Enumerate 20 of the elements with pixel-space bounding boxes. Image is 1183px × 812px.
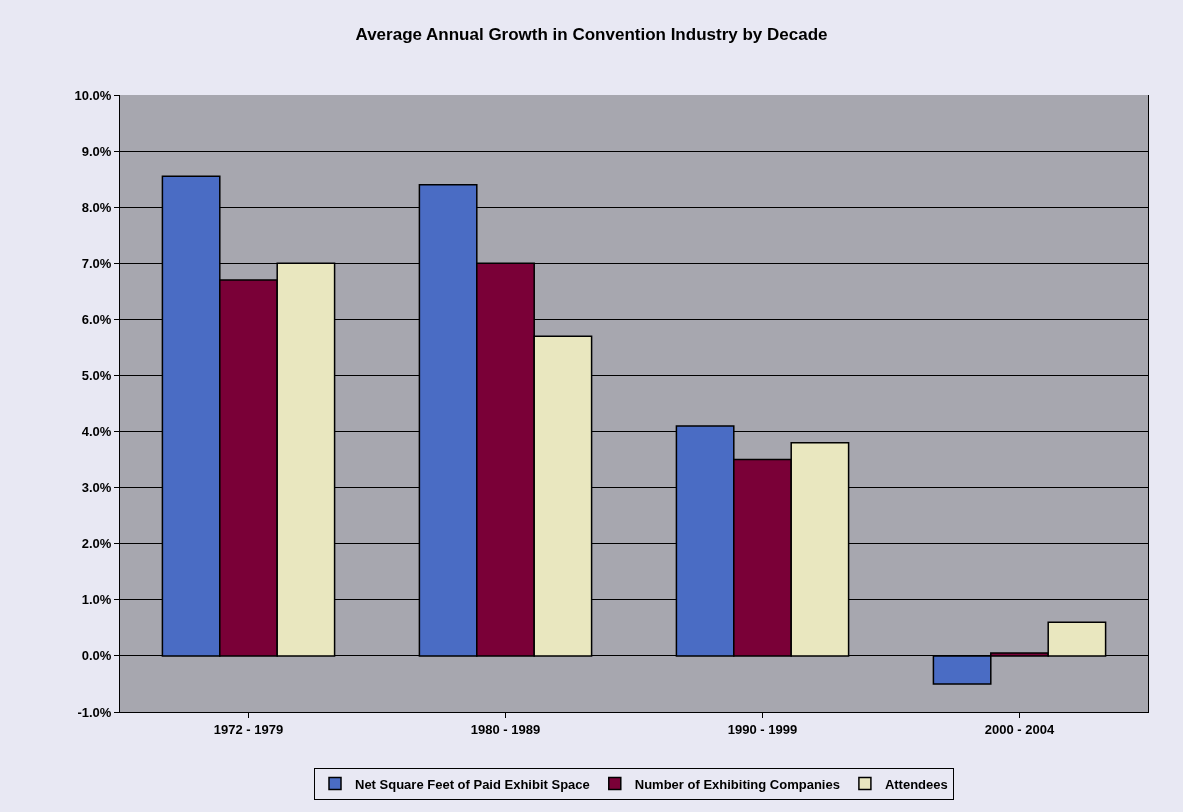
y-tick-label: 7.0%: [81, 255, 112, 271]
y-tick-label: 9.0%: [81, 143, 112, 159]
y-tick-label: 2.0%: [81, 536, 112, 552]
x-tick-label: 2000 - 2004: [984, 721, 1055, 737]
y-tick-label: 5.0%: [81, 368, 112, 383]
legend-label: Number of Exhibiting Companies: [634, 776, 840, 792]
legend-label: Net Square Feet of Paid Exhibit Space: [355, 776, 590, 792]
y-tick-label: 4.0%: [81, 424, 112, 440]
x-tick-label: 1980 - 1989: [470, 721, 541, 737]
legend-label: Attendees: [884, 776, 948, 792]
y-tick-label: 10.0%: [74, 87, 112, 103]
x-tick-label: 1990 - 1999: [727, 721, 798, 737]
y-tick-label: 3.0%: [81, 480, 112, 496]
y-tick-label: -1.0%: [77, 704, 112, 720]
chart-title: Average Annual Growth in Convention Industry by Decade: [355, 25, 828, 45]
x-tick-label: 1972 - 1979: [213, 721, 284, 737]
y-tick-label: 1.0%: [81, 592, 112, 608]
y-tick-label: 0.0%: [81, 648, 112, 664]
y-tick-label: 8.0%: [81, 199, 112, 215]
y-tick-label: 6.0%: [81, 311, 112, 327]
